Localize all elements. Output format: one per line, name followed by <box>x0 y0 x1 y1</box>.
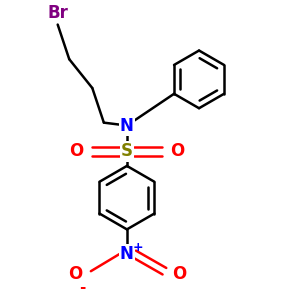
Text: O: O <box>172 265 186 283</box>
Text: N: N <box>120 245 134 263</box>
Text: O: O <box>69 142 84 160</box>
Text: +: + <box>133 241 143 254</box>
Text: O: O <box>68 265 82 283</box>
Text: O: O <box>170 142 184 160</box>
Text: S: S <box>121 142 133 160</box>
Text: N: N <box>120 116 134 134</box>
Text: Br: Br <box>47 4 68 22</box>
Text: -: - <box>79 280 86 295</box>
